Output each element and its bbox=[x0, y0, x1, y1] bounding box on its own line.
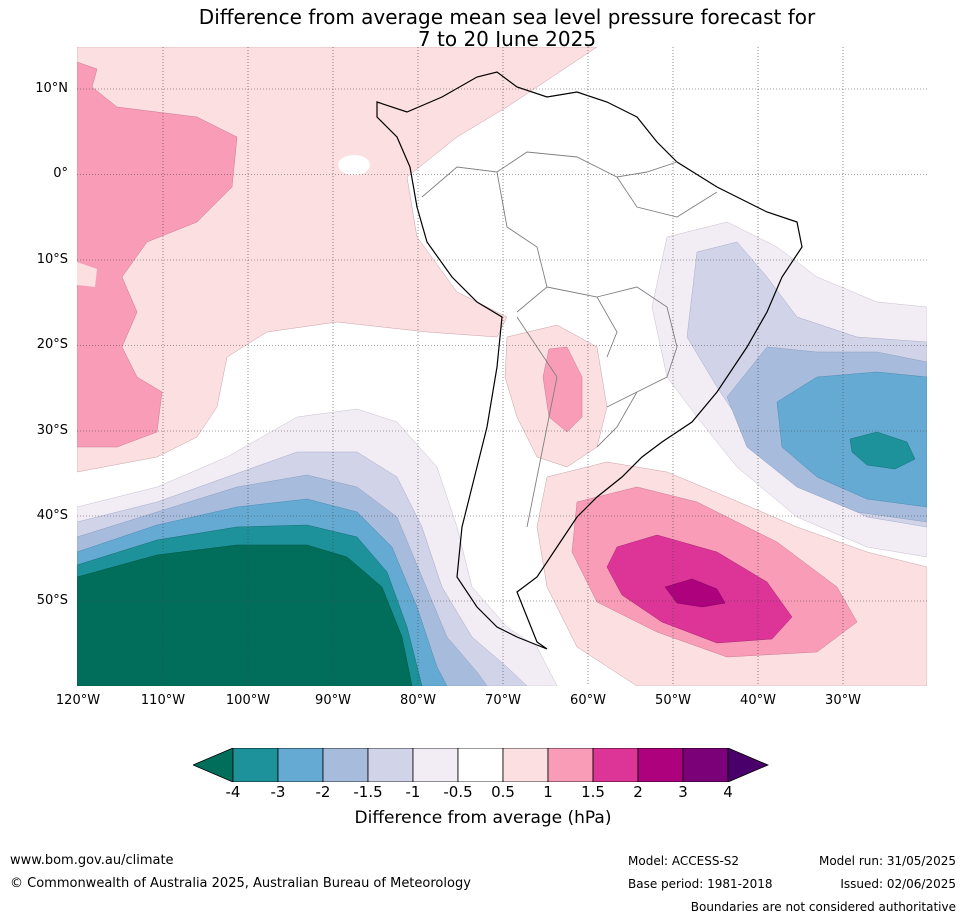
lon-label-70w: 70°W bbox=[485, 693, 521, 708]
lat-label-0: 0° bbox=[53, 166, 68, 181]
colorbar-segment bbox=[502, 748, 549, 782]
colorbar-extend-high bbox=[727, 748, 770, 782]
pressure-anomaly-map bbox=[77, 47, 927, 686]
pacific-positive-1-west-inlet bbox=[77, 262, 97, 287]
equatorial-zero-patch bbox=[338, 155, 370, 175]
lon-label-110w: 110°W bbox=[140, 693, 186, 708]
map-gridlines bbox=[77, 47, 927, 686]
lon-label-30w: 30°W bbox=[825, 693, 861, 708]
lon-label-120w: 120°W bbox=[55, 693, 101, 708]
lon-label-40w: 40°W bbox=[740, 693, 776, 708]
colorbar-segment bbox=[592, 748, 639, 782]
lon-label-80w: 80°W bbox=[400, 693, 436, 708]
footer-issued: Issued: 02/06/2025 bbox=[840, 877, 956, 891]
colorbar-segment bbox=[682, 748, 729, 782]
colorbar-tick-label: 3 bbox=[678, 783, 688, 801]
southern-negative-4-region bbox=[77, 544, 413, 686]
colorbar-tick-label: 1.5 bbox=[581, 783, 605, 801]
lat-label-10s: 10°S bbox=[36, 252, 68, 267]
colorbar-tick-label: 0.5 bbox=[491, 783, 515, 801]
colorbar-tick-label: -1.5 bbox=[353, 783, 383, 801]
footer-website[interactable]: www.bom.gov.au/climate bbox=[10, 853, 174, 868]
colorbar-tick-label: 1 bbox=[543, 783, 553, 801]
south-america-coastline bbox=[376, 71, 803, 650]
colorbar-segment bbox=[457, 748, 504, 782]
lat-label-30s: 30°S bbox=[36, 423, 68, 438]
colorbar-tick-label: 2 bbox=[633, 783, 643, 801]
country-borders bbox=[421, 151, 718, 528]
lat-label-40s: 40°S bbox=[36, 508, 68, 523]
lon-label-50w: 50°W bbox=[655, 693, 691, 708]
footer-base-period: Base period: 1981-2018 bbox=[628, 877, 773, 891]
colorbar-extend-low bbox=[193, 748, 234, 782]
lon-label-100w: 100°W bbox=[225, 693, 271, 708]
footer-copyright: © Commonwealth of Australia 2025, Austra… bbox=[10, 876, 471, 891]
colorbar-tick-label: -4 bbox=[225, 783, 241, 801]
lat-label-50s: 50°S bbox=[36, 593, 68, 608]
chart-title-line1: Difference from average mean sea level p… bbox=[198, 5, 816, 29]
lat-label-20s: 20°S bbox=[36, 337, 68, 352]
colorbar-label: Difference from average (hPa) bbox=[354, 808, 612, 828]
colorbar-segment bbox=[232, 748, 279, 782]
atlantic-negative-3-region bbox=[849, 431, 916, 470]
footer-model: Model: ACCESS-S2 bbox=[628, 854, 740, 868]
colorbar-tick-label: -3 bbox=[270, 783, 286, 801]
colorbar-segment bbox=[277, 748, 324, 782]
lon-label-90w: 90°W bbox=[315, 693, 351, 708]
colorbar-tick-label: -1 bbox=[405, 783, 421, 801]
lat-label-10n: 10°N bbox=[35, 81, 68, 96]
chart-title-line2: 7 to 20 June 2025 bbox=[417, 27, 597, 51]
colorbar-tick-label: -2 bbox=[315, 783, 331, 801]
colorbar-segment bbox=[547, 748, 594, 782]
colorbar-segment bbox=[637, 748, 684, 782]
pacific-positive-1-region bbox=[77, 61, 238, 448]
colorbar bbox=[193, 748, 770, 782]
colorbar-segment bbox=[322, 748, 369, 782]
lon-label-60w: 60°W bbox=[570, 693, 606, 708]
colorbar-tick-label: -0.5 bbox=[443, 783, 473, 801]
inland-positive-1-region bbox=[542, 346, 583, 433]
atlantic-positive-2-region bbox=[664, 578, 726, 608]
colorbar-segment bbox=[412, 748, 459, 782]
map-svg bbox=[77, 47, 927, 686]
colorbar-tick-label: 4 bbox=[723, 783, 733, 801]
colorbar-segment bbox=[367, 748, 414, 782]
footer-disclaimer: Boundaries are not considered authoritat… bbox=[690, 900, 956, 914]
footer-model-run: Model run: 31/05/2025 bbox=[818, 854, 956, 868]
